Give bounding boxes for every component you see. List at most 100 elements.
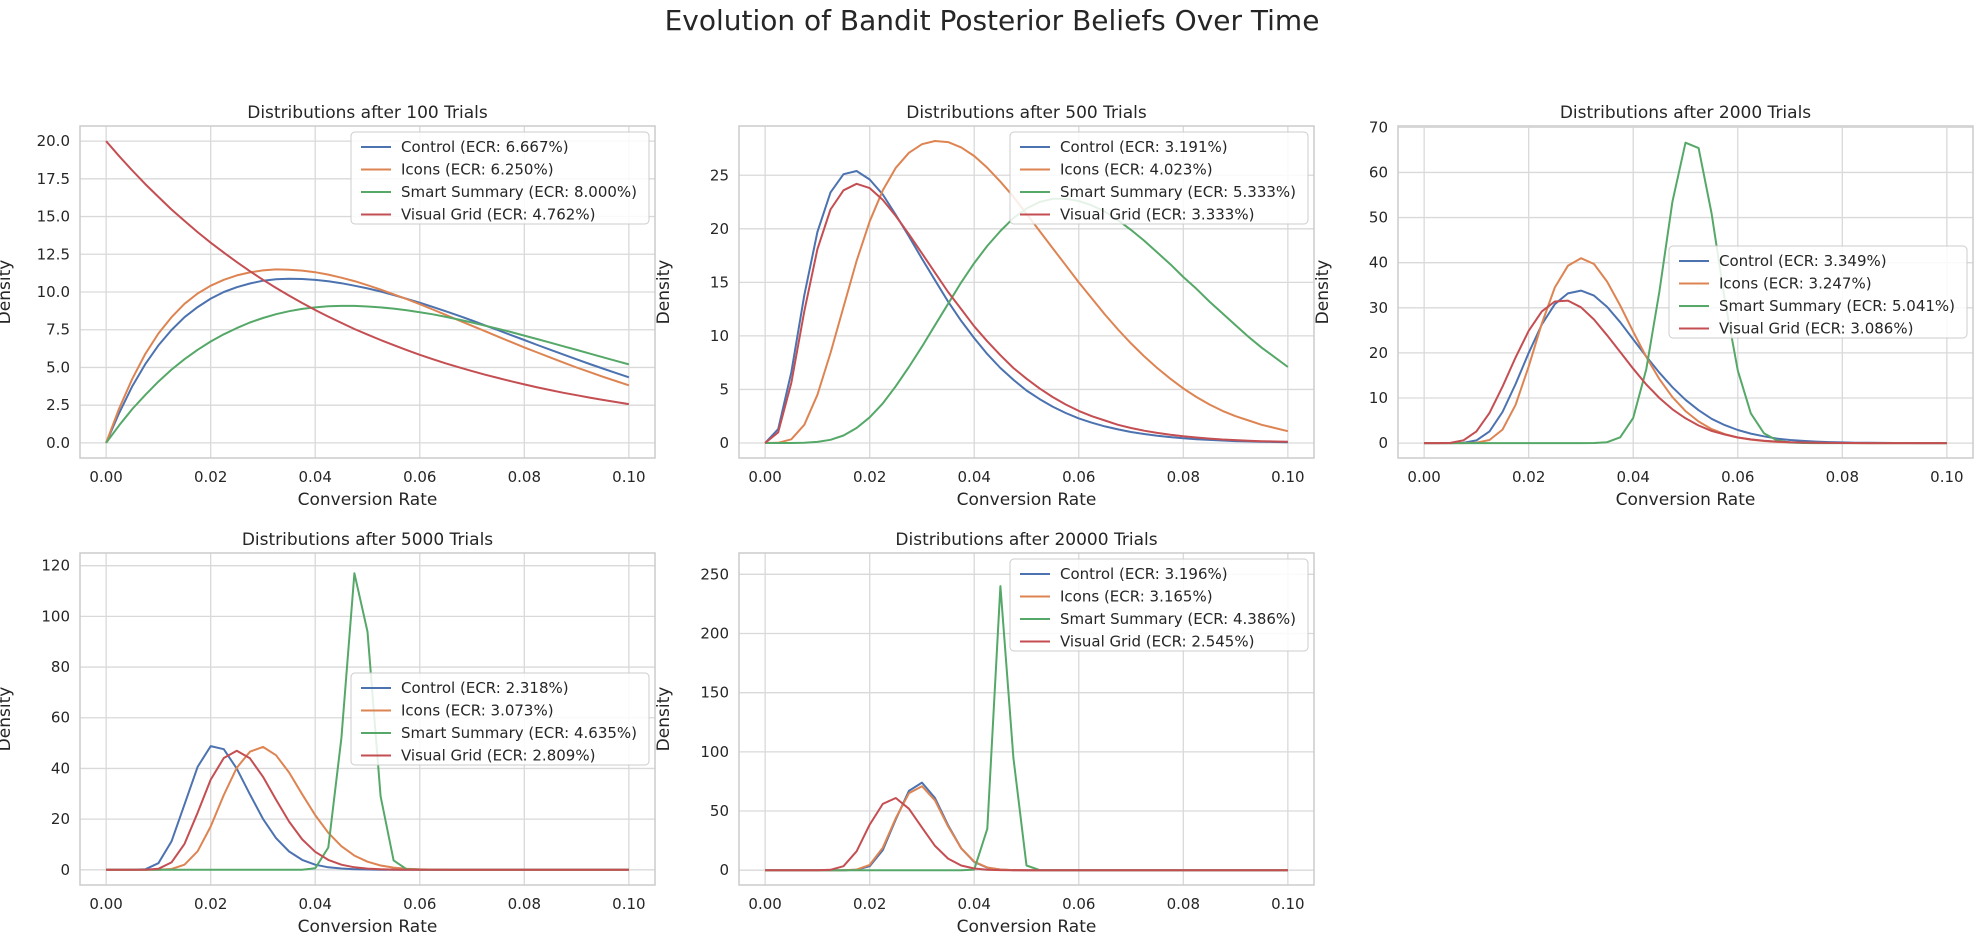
x-tick-label: 0.08 (1826, 468, 1859, 486)
legend-entry: Visual Grid (ECR: 3.086%) (1719, 320, 1913, 338)
y-tick-label: 20 (1369, 344, 1388, 362)
x-tick-label: 0.04 (1617, 468, 1650, 486)
x-tick-label: 0.10 (1930, 468, 1963, 486)
y-tick-label: 0 (1378, 434, 1388, 452)
legend-entry: Control (ECR: 2.318%) (401, 679, 569, 697)
x-tick-label: 0.00 (748, 468, 781, 486)
x-tick-label: 0.00 (89, 895, 122, 913)
legend: Control (ECR: 3.349%) Icons (ECR: 3.247%)… (1668, 245, 1968, 339)
y-tick-label: 10.0 (37, 283, 70, 301)
x-tick-label: 0.02 (1512, 468, 1545, 486)
legend-entry: Smart Summary (ECR: 8.000%) (401, 183, 637, 201)
subplot-title: Distributions after 2000 Trials (1560, 103, 1811, 123)
y-tick-label: 150 (700, 684, 729, 702)
legend: Control (ECR: 3.196%) Icons (ECR: 3.165%)… (1009, 558, 1309, 652)
y-tick-label: 60 (1369, 163, 1388, 181)
y-tick-label: 20.0 (37, 132, 70, 150)
x-axis-label: Conversion Rate (298, 490, 438, 510)
x-tick-label: 0.06 (403, 895, 436, 913)
y-tick-label: 15 (710, 273, 729, 291)
x-tick-label: 0.10 (612, 895, 645, 913)
legend-entry: Visual Grid (ECR: 2.545%) (1060, 633, 1254, 651)
y-tick-label: 30 (1369, 299, 1388, 317)
legend-entry: Icons (ECR: 3.247%) (1719, 275, 1872, 293)
axes-frame (79, 552, 656, 886)
y-tick-label: 20 (710, 220, 729, 238)
x-tick-label: 0.02 (194, 468, 227, 486)
legend: Control (ECR: 3.191%) Icons (ECR: 4.023%)… (1009, 131, 1309, 225)
series-line-control (764, 170, 1288, 444)
series-line-control (765, 781, 1288, 872)
x-tick-label: 0.06 (1721, 468, 1754, 486)
x-tick-label: 0.00 (1407, 468, 1440, 486)
legend-entry: Icons (ECR: 4.023%) (1060, 161, 1213, 179)
subplot-4: 0.00 0.02 0.04 0.06 0.08 0.10 0 20 40 60 80 100 120 D… (0, 530, 656, 937)
legend-box (1009, 558, 1309, 652)
legend-entry: Visual Grid (ECR: 2.809%) (401, 747, 595, 765)
legend-entry: Smart Summary (ECR: 5.333%) (1060, 183, 1296, 201)
legend-box (350, 672, 650, 766)
y-tick-label: 120 (41, 557, 70, 575)
y-axis-label: Density (654, 260, 674, 325)
y-tick-label: 250 (700, 565, 729, 583)
legend-entry: Control (ECR: 3.349%) (1719, 252, 1887, 270)
x-axis-label: Conversion Rate (298, 917, 438, 937)
x-tick-label: 0.02 (853, 468, 886, 486)
y-tick-label: 80 (51, 658, 70, 676)
legend-box (350, 131, 650, 225)
series-line-visual-grid (765, 797, 1288, 872)
legend-entry: Visual Grid (ECR: 3.333%) (1060, 206, 1254, 224)
y-tick-label: 0.0 (46, 434, 70, 452)
x-tick-label: 0.08 (1167, 468, 1200, 486)
x-tick-label: 0.06 (1062, 895, 1095, 913)
axes-frame (738, 125, 1315, 459)
series-line-smart-summary (105, 304, 630, 444)
y-tick-label: 70 (1369, 118, 1388, 136)
series-line-visual-grid (1424, 299, 1947, 445)
y-tick-label: 40 (1369, 254, 1388, 272)
x-tick-label: 0.08 (1167, 895, 1200, 913)
y-tick-label: 100 (41, 607, 70, 625)
x-tick-label: 0.08 (508, 895, 541, 913)
y-axis-label: Density (1313, 260, 1333, 325)
x-tick-label: 0.00 (89, 468, 122, 486)
legend-entry: Icons (ECR: 6.250%) (401, 161, 554, 179)
axes-frame (738, 552, 1315, 886)
y-tick-label: 5 (719, 380, 729, 398)
y-tick-label: 20 (51, 810, 70, 828)
axes-frame (1397, 125, 1974, 459)
y-tick-label: 10 (710, 327, 729, 345)
y-tick-label: 25 (710, 166, 729, 184)
legend-entry: Visual Grid (ECR: 4.762%) (401, 206, 595, 224)
legend-entry: Control (ECR: 3.191%) (1060, 138, 1228, 156)
legend-box (1668, 245, 1968, 339)
y-tick-label: 7.5 (46, 321, 70, 339)
x-tick-label: 0.10 (612, 468, 645, 486)
y-axis-label: Density (0, 687, 15, 752)
x-tick-label: 0.02 (194, 895, 227, 913)
series-line-smart-summary (765, 197, 1289, 444)
y-tick-label: 5.0 (46, 358, 70, 376)
x-tick-label: 0.00 (748, 895, 781, 913)
legend: Control (ECR: 2.318%) Icons (ECR: 3.073%)… (350, 672, 650, 766)
y-axis-label: Density (654, 687, 674, 752)
x-tick-label: 0.04 (958, 468, 991, 486)
y-tick-label: 50 (1369, 209, 1388, 227)
x-tick-label: 0.06 (1062, 468, 1095, 486)
y-tick-label: 50 (710, 802, 729, 820)
subplot-5: 0.00 0.02 0.04 0.06 0.08 0.10 0 50 100 150 200 250 D… (654, 530, 1315, 937)
subplot-1: 0.00 0.02 0.04 0.06 0.08 0.10 0.0 2.5 5.0 7.5 10.0… (0, 103, 656, 510)
legend-entry: Control (ECR: 3.196%) (1060, 565, 1228, 583)
y-tick-label: 10 (1369, 389, 1388, 407)
legend-entry: Icons (ECR: 3.073%) (401, 702, 554, 720)
subplot-3: 0.00 0.02 0.04 0.06 0.08 0.10 0 10 20 30 40 50 60 70 D… (1313, 103, 1974, 510)
y-tick-label: 60 (51, 709, 70, 727)
y-tick-label: 0 (719, 434, 729, 452)
series-line-visual-grid (105, 140, 630, 406)
y-tick-label: 40 (51, 759, 70, 777)
y-tick-label: 0 (719, 861, 729, 879)
legend-entry: Smart Summary (ECR: 5.041%) (1719, 297, 1955, 315)
y-tick-label: 12.5 (37, 245, 70, 263)
figure-title: Evolution of Bandit Posterior Beliefs Ov… (664, 4, 1320, 37)
